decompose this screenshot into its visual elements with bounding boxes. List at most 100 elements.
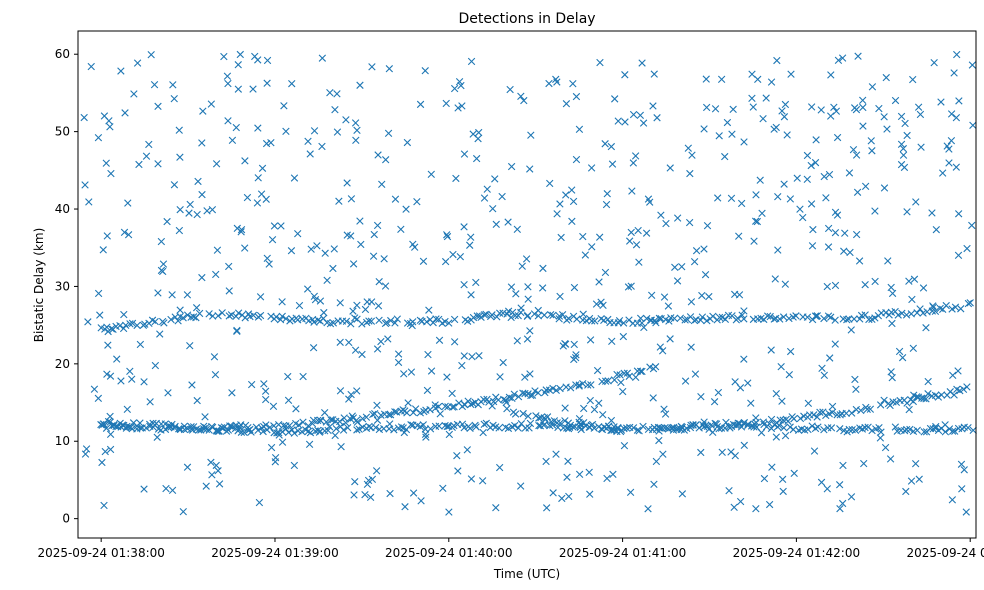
detection-point <box>907 477 916 485</box>
detection-point <box>176 153 184 161</box>
detection-point <box>343 179 351 187</box>
detection-point <box>659 450 667 458</box>
detection-point <box>103 370 111 378</box>
detection-point <box>960 466 968 474</box>
detection-point <box>288 79 296 88</box>
detection-point <box>723 118 732 127</box>
detection-point <box>329 319 338 327</box>
detection-point <box>930 58 938 67</box>
detection-point <box>812 312 821 321</box>
detection-point <box>458 420 467 428</box>
detection-point <box>343 231 351 239</box>
detection-point <box>146 398 154 406</box>
detection-point <box>257 190 266 198</box>
detection-point <box>710 398 719 406</box>
detection-point <box>957 460 966 468</box>
detection-point <box>518 262 526 270</box>
detection-point <box>958 485 966 493</box>
detection-point <box>820 314 828 323</box>
detection-point <box>768 463 776 471</box>
detection-point <box>377 337 385 346</box>
detection-point <box>345 395 353 403</box>
detection-point <box>596 58 604 67</box>
detection-point <box>224 79 232 88</box>
detection-point <box>432 315 440 323</box>
detection-points <box>80 50 977 516</box>
detection-point <box>848 409 856 417</box>
detection-point <box>386 420 394 428</box>
detection-point <box>104 341 112 349</box>
detection-point <box>847 493 856 501</box>
detection-point <box>407 368 416 376</box>
detection-point <box>733 421 742 429</box>
detection-point <box>325 423 334 431</box>
detection-point <box>671 263 679 271</box>
detection-point <box>727 422 736 431</box>
detection-point <box>629 110 638 119</box>
detection-point <box>929 302 937 310</box>
detection-point <box>634 226 642 235</box>
detection-point <box>938 169 947 177</box>
detection-point <box>803 313 812 321</box>
detection-point <box>393 315 401 323</box>
detection-point <box>698 291 706 300</box>
detection-point <box>241 157 249 165</box>
detection-point <box>937 98 945 106</box>
detection-point <box>597 298 605 306</box>
detection-point <box>660 293 669 301</box>
detection-point <box>135 160 143 169</box>
detection-point <box>208 471 216 479</box>
detection-point <box>107 169 115 178</box>
detection-point <box>443 422 451 431</box>
detection-point <box>271 453 280 462</box>
detection-point <box>813 413 821 421</box>
detection-point <box>450 338 459 346</box>
detection-point <box>123 405 131 413</box>
detection-point <box>199 107 207 115</box>
detection-point <box>188 426 197 434</box>
detection-point <box>615 317 624 325</box>
detection-point <box>332 424 340 433</box>
detection-point <box>595 278 603 286</box>
detection-point <box>911 459 920 468</box>
detection-point <box>625 372 633 380</box>
detection-point <box>270 222 279 230</box>
detection-point <box>886 455 895 463</box>
detection-point <box>752 505 760 513</box>
detection-point <box>200 422 208 430</box>
detection-point <box>633 426 642 434</box>
detection-point <box>951 303 960 311</box>
detection-point <box>304 427 312 436</box>
detection-point <box>809 225 817 234</box>
detection-point <box>378 180 386 188</box>
detection-point <box>596 233 604 241</box>
detection-point <box>880 184 889 192</box>
detection-point <box>205 310 213 318</box>
detection-point <box>834 56 843 65</box>
detection-point <box>857 406 865 415</box>
detection-point <box>895 347 904 356</box>
detection-point <box>916 305 924 313</box>
detection-point <box>776 315 784 323</box>
detection-point <box>778 475 787 484</box>
detection-point <box>151 361 160 370</box>
detection-point <box>549 311 557 320</box>
detection-point <box>202 482 210 490</box>
detection-point <box>343 424 352 432</box>
detection-point <box>384 335 392 343</box>
detection-point <box>409 489 418 497</box>
detection-point <box>508 394 516 402</box>
detection-point <box>224 426 233 434</box>
y-tick-label: 0 <box>62 512 70 526</box>
detection-point <box>306 150 314 158</box>
detection-point <box>636 111 645 120</box>
detection-point <box>353 301 361 310</box>
detection-point <box>948 496 957 504</box>
detection-point <box>952 163 960 171</box>
detection-point <box>690 258 699 266</box>
detection-point <box>526 165 534 173</box>
detection-point <box>952 113 961 122</box>
detection-point <box>514 424 522 432</box>
detection-point <box>336 299 344 307</box>
detection-point <box>240 428 248 437</box>
